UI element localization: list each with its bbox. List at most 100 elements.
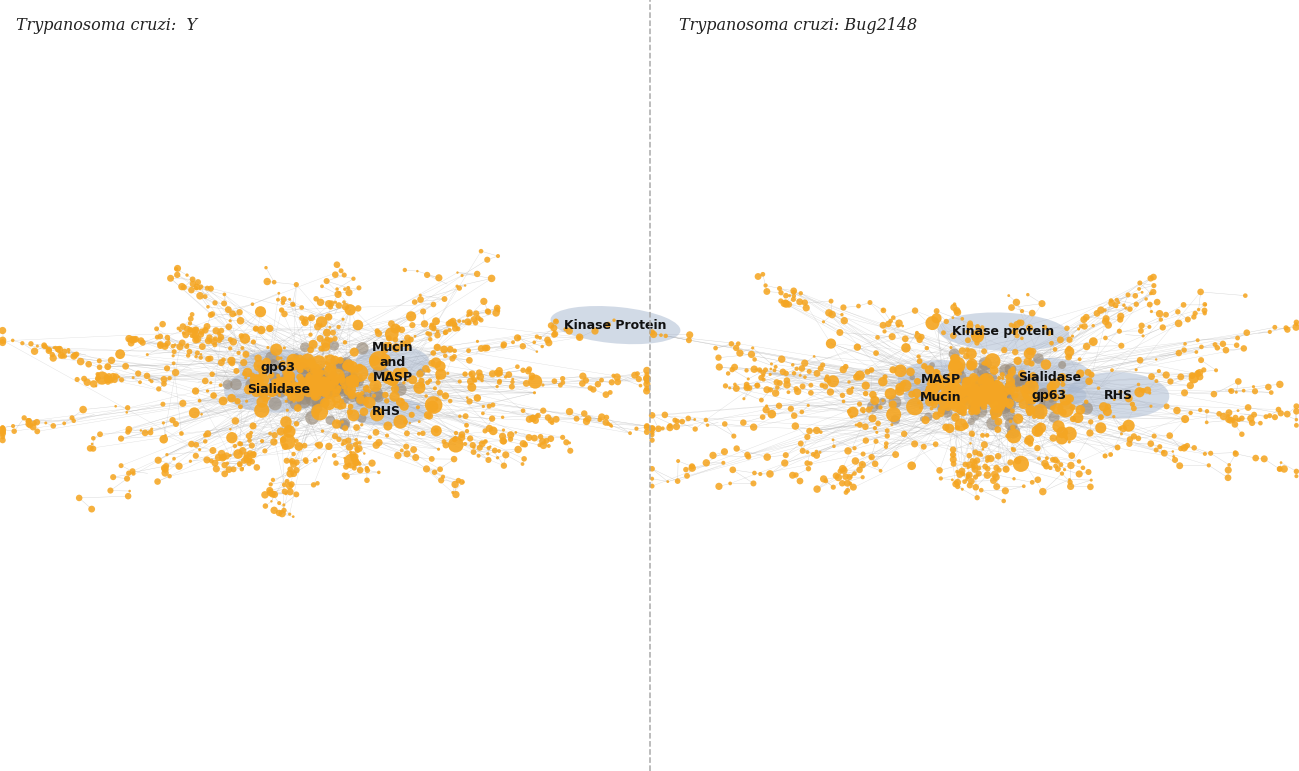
Point (477, 448, 498, 460)
Point (1205, 364, 1226, 376)
Point (966, 391, 987, 403)
Point (308, 381, 329, 393)
Point (294, 382, 314, 394)
Point (1107, 301, 1128, 313)
Point (18, 415, 39, 427)
Point (950, 393, 970, 406)
Point (351, 419, 372, 431)
Point (961, 384, 982, 396)
Point (200, 376, 221, 389)
Point (991, 382, 1012, 395)
Point (122, 332, 143, 345)
Point (488, 376, 509, 389)
Point (390, 416, 410, 428)
Point (308, 379, 329, 392)
Point (148, 382, 169, 395)
Point (461, 368, 482, 380)
Point (222, 308, 243, 320)
Point (1187, 368, 1208, 380)
Point (103, 471, 123, 483)
Point (435, 349, 456, 362)
Point (868, 400, 889, 412)
Point (261, 352, 282, 364)
Point (235, 452, 256, 464)
Point (279, 386, 300, 398)
Point (575, 416, 596, 428)
Point (416, 390, 436, 402)
Point (1195, 448, 1216, 460)
Point (316, 337, 336, 349)
Point (994, 390, 1015, 402)
Point (1174, 386, 1195, 399)
Point (207, 463, 227, 475)
Point (255, 489, 275, 501)
Point (292, 378, 313, 390)
Point (881, 388, 902, 400)
Point (240, 453, 261, 466)
Point (1150, 308, 1170, 320)
Point (627, 368, 648, 380)
Point (303, 479, 323, 491)
Point (843, 481, 864, 493)
Point (1007, 355, 1028, 367)
Point (744, 363, 765, 375)
Point (961, 359, 982, 372)
Point (460, 433, 481, 445)
Point (1083, 319, 1104, 332)
Point (973, 357, 994, 369)
Point (314, 369, 335, 382)
Point (1050, 334, 1070, 346)
Point (310, 364, 331, 376)
Point (968, 381, 989, 393)
Point (946, 361, 966, 373)
Point (870, 465, 891, 477)
Point (904, 438, 925, 450)
Point (203, 444, 223, 456)
Point (335, 394, 356, 406)
Point (994, 402, 1015, 414)
Point (487, 452, 508, 464)
Point (420, 328, 440, 341)
Point (843, 406, 864, 419)
Point (312, 379, 333, 392)
Point (1002, 326, 1022, 338)
Point (477, 305, 498, 318)
Point (277, 385, 297, 397)
Point (246, 322, 266, 335)
Point (336, 358, 357, 370)
Point (230, 458, 251, 470)
Point (346, 433, 366, 446)
Point (218, 304, 239, 316)
Point (427, 376, 448, 389)
Point (116, 360, 136, 372)
Point (396, 338, 417, 350)
Point (243, 449, 264, 461)
Point (329, 433, 349, 446)
Point (225, 415, 246, 427)
Point (572, 377, 592, 389)
Point (308, 378, 329, 390)
Point (440, 317, 461, 329)
Point (773, 365, 794, 378)
Point (990, 389, 1011, 401)
Point (521, 372, 542, 384)
Point (989, 464, 1009, 476)
Point (1020, 403, 1040, 416)
Point (404, 330, 425, 342)
Point (983, 379, 1004, 392)
Point (873, 305, 894, 317)
Point (265, 383, 286, 396)
Point (911, 402, 931, 414)
Point (157, 337, 178, 349)
Point (205, 325, 226, 337)
Point (852, 404, 873, 416)
Point (286, 278, 307, 291)
Point (239, 455, 260, 467)
Point (973, 387, 994, 399)
Point (1052, 372, 1073, 384)
Point (266, 344, 287, 356)
Point (18, 415, 39, 427)
Point (865, 347, 886, 359)
Point (734, 392, 755, 405)
Point (87, 368, 108, 380)
